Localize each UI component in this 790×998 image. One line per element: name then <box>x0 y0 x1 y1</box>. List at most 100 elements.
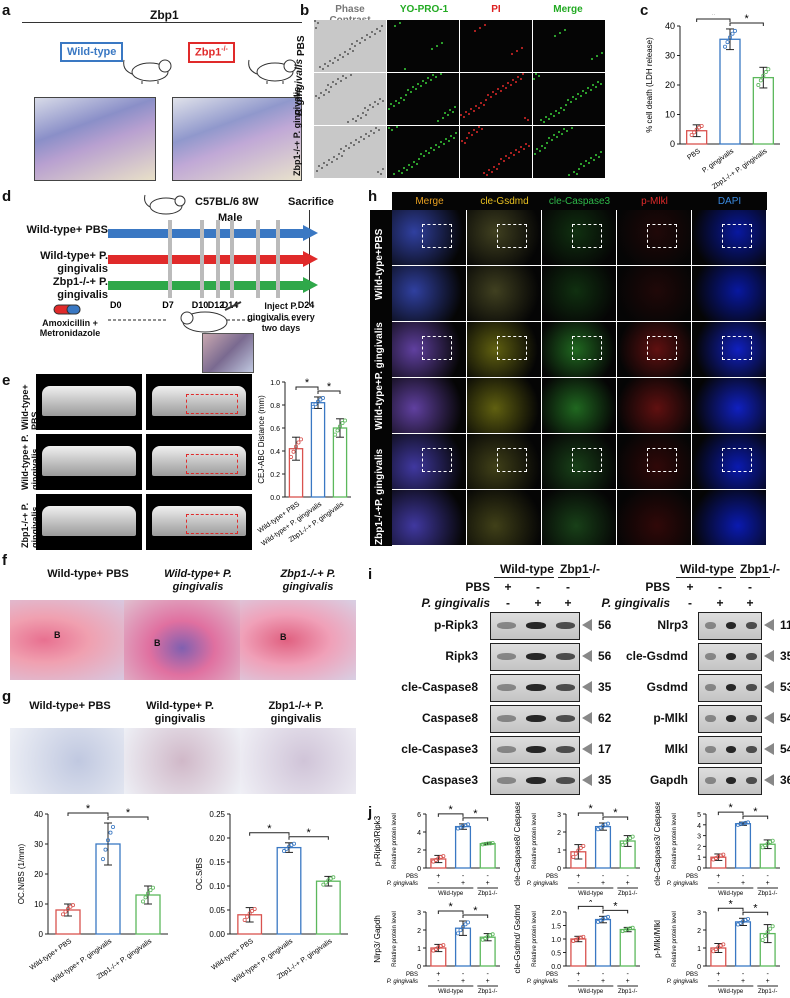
cej-abc-outline <box>186 394 238 414</box>
i-left-signs: + - - - + + <box>498 580 588 612</box>
bar <box>734 921 752 967</box>
cell-dot <box>425 150 427 152</box>
blot-kda: 17 <box>598 742 612 756</box>
j-sign: + <box>741 880 745 887</box>
data-point <box>66 906 71 911</box>
j-pg-label: P. gingivalis <box>387 979 418 985</box>
cell-dot <box>572 96 574 98</box>
j-sign: + <box>461 880 465 887</box>
sig-bracket <box>462 914 489 918</box>
cell-dot <box>540 119 542 121</box>
cell-dot <box>393 173 395 175</box>
j-ko-label: Zbp1-/- <box>478 891 497 897</box>
cell-dot <box>321 167 323 169</box>
cell-dot <box>556 136 558 138</box>
zoom-box <box>422 224 452 248</box>
cell-dot <box>341 155 343 157</box>
y-tick-label: 20 <box>34 870 43 879</box>
if-cell <box>542 322 616 377</box>
cell-dot <box>416 163 418 165</box>
cell-dot <box>365 114 367 116</box>
treatment-sign: + <box>564 596 572 610</box>
cell-dot <box>428 152 430 154</box>
y-tick-label: 0.0 <box>270 495 280 502</box>
cell-dot <box>331 161 333 163</box>
chart-j4: 0 1 2 3 * * Nlrp3/ Gapdh Relative protein level… <box>373 901 500 995</box>
cell-dot <box>361 37 363 39</box>
h-col-casp3: cle-Caspase3 <box>548 196 611 207</box>
cell-dot <box>327 84 329 86</box>
if-cell <box>467 210 541 265</box>
data-point <box>335 428 340 433</box>
cell-dot <box>404 68 406 70</box>
blot-band <box>746 622 757 629</box>
microct-cell <box>36 494 142 550</box>
j-title: cle-Caspase3/ Caspase3 <box>653 802 662 886</box>
bar <box>719 38 741 145</box>
cell-dot <box>536 148 538 150</box>
data-point <box>143 895 148 900</box>
y-tick-label: 1 <box>697 855 701 862</box>
j-sign: + <box>626 978 630 985</box>
cell-dot <box>515 149 517 151</box>
cell-dot <box>527 119 529 121</box>
cell-dot <box>470 108 472 110</box>
data-point <box>289 454 294 459</box>
cell-dot <box>382 100 384 102</box>
data-point <box>150 885 155 890</box>
data-point <box>738 822 743 827</box>
cell-dot <box>593 159 595 161</box>
data-point <box>625 838 630 843</box>
y-tick-label: 1 <box>557 848 561 855</box>
cell-dot <box>340 80 342 82</box>
cell-dot <box>438 146 440 148</box>
cell-dot <box>492 91 494 93</box>
data-point <box>338 424 343 429</box>
chart-j6: 0 1 2 3 * * p-Mlkl/Mlkl Relative protein level P… <box>653 900 780 995</box>
if-cell <box>392 210 466 265</box>
g-col-3: Zbp1-/-+ P. gingivalis <box>268 700 324 725</box>
zoom-box <box>422 448 452 472</box>
sig-star: * <box>589 900 594 908</box>
j-sign: - <box>577 880 580 887</box>
j-wt-label: Wild-type <box>718 891 744 897</box>
cell-dot <box>324 63 326 65</box>
cell-dot <box>474 30 476 32</box>
cell-dot <box>558 112 560 114</box>
timeline-arrow <box>303 225 318 241</box>
cell-dot <box>561 133 563 135</box>
cell-dot <box>328 91 330 93</box>
data-point <box>694 127 699 132</box>
data-point <box>292 841 297 846</box>
bar <box>479 843 496 869</box>
j-ko-label: Zbp1-/- <box>618 989 637 995</box>
y-tick-label: 1.0 <box>551 937 561 944</box>
y-tick-label: 10 <box>34 900 43 909</box>
cell-dot <box>460 114 462 116</box>
bar <box>276 846 302 935</box>
cell-dot <box>342 56 344 58</box>
data-point <box>730 31 735 36</box>
y-tick-label: 0 <box>670 139 675 149</box>
blot-strip <box>698 705 762 733</box>
microct-cell <box>146 374 252 430</box>
if-cell <box>392 322 466 377</box>
cell-dot <box>541 145 543 147</box>
cell-dot <box>564 29 566 31</box>
cell-dot <box>535 73 537 75</box>
sig-star: * <box>729 900 734 910</box>
blot-strip <box>490 736 580 764</box>
d-sacrifice: Sacrifice <box>288 196 334 208</box>
zoom-box <box>497 336 527 360</box>
if-cell <box>392 266 466 321</box>
treatment-sign: - <box>566 580 570 594</box>
j-title: cle-Caspase8/ Caspase8 <box>513 802 522 886</box>
sig-star: * <box>305 377 310 389</box>
data-point <box>692 130 697 135</box>
blot-strip <box>698 767 762 795</box>
cell-dot <box>375 127 377 129</box>
j-pbs-label: PBS <box>406 972 418 978</box>
h-col-dapi: DAPI <box>717 196 742 207</box>
blot-kda: 56 <box>598 649 612 663</box>
y-tick-label: 4 <box>417 830 421 837</box>
